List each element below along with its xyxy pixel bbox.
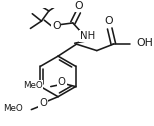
Text: MeO: MeO xyxy=(23,81,43,90)
Text: O: O xyxy=(39,98,47,108)
Text: NH: NH xyxy=(80,31,95,41)
Text: O: O xyxy=(52,21,61,31)
Text: O: O xyxy=(104,16,113,26)
Text: OH: OH xyxy=(136,38,153,48)
Text: O: O xyxy=(58,77,66,87)
Text: MeO: MeO xyxy=(3,104,23,113)
Text: O: O xyxy=(74,1,83,11)
